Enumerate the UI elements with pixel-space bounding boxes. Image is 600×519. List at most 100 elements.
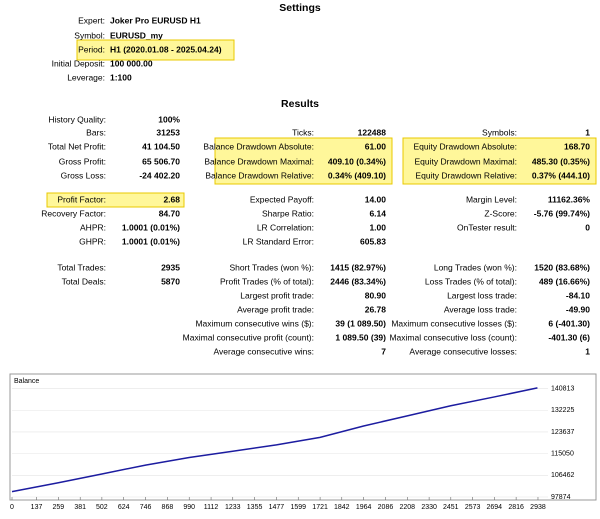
result-label: Maximal consecutive profit (count): xyxy=(183,332,314,342)
section-title: Results xyxy=(281,98,319,110)
highlight xyxy=(76,39,235,61)
result-value: 14.00 xyxy=(365,194,387,204)
result-value: 409.10 (0.34%) xyxy=(328,156,386,166)
result-label: Average consecutive losses: xyxy=(409,346,517,356)
result-label: Total Trades: xyxy=(57,262,106,272)
result-value: 489 (16.66%) xyxy=(539,276,590,286)
x-tick-label: 2330 xyxy=(421,504,437,511)
result-label: Sharpe Ratio: xyxy=(262,208,314,218)
x-tick-label: 259 xyxy=(53,504,65,511)
result-value: -49.90 xyxy=(566,304,590,314)
y-tick-label: 106462 xyxy=(551,472,574,479)
x-tick-label: 624 xyxy=(118,504,130,511)
x-tick-label: 2208 xyxy=(399,504,415,511)
result-value: 1415 (82.97%) xyxy=(330,262,386,272)
result-label: GHPR: xyxy=(79,236,106,246)
result-label: Total Deals: xyxy=(62,276,106,286)
result-label: Short Trades (won %): xyxy=(229,262,314,272)
x-tick-label: 1721 xyxy=(312,504,328,511)
x-tick-label: 990 xyxy=(183,504,195,511)
result-value: 6 (-401.30) xyxy=(548,318,590,328)
x-tick-label: 2816 xyxy=(508,504,524,511)
result-value: 31253 xyxy=(156,127,180,137)
x-tick-label: 381 xyxy=(74,504,86,511)
result-value: 61.00 xyxy=(365,141,387,151)
y-tick-label: 97874 xyxy=(551,494,571,501)
result-value: 2.68 xyxy=(163,194,180,204)
x-tick-label: 2938 xyxy=(530,504,546,511)
result-label: Average consecutive wins: xyxy=(214,346,314,356)
result-value: -401.30 (6) xyxy=(548,332,590,342)
result-value: -5.76 (99.74%) xyxy=(534,208,590,218)
result-label: Total Net Profit: xyxy=(48,141,106,151)
setting-value: EURUSD_my xyxy=(110,30,163,40)
result-label: Long Trades (won %): xyxy=(434,262,517,272)
result-label: LR Correlation: xyxy=(257,222,314,232)
result-label: Maximal consecutive loss (count): xyxy=(389,332,517,342)
setting-value: H1 (2020.01.08 - 2025.04.24) xyxy=(110,44,222,54)
result-value: 41 104.50 xyxy=(142,141,180,151)
x-tick-label: 0 xyxy=(10,504,14,511)
y-tick-label: 140813 xyxy=(551,385,574,392)
result-label: Balance Drawdown Maximal: xyxy=(204,156,314,166)
result-value: 1 xyxy=(585,127,590,137)
result-label: Profit Factor: xyxy=(57,194,106,204)
setting-label: Initial Deposit: xyxy=(52,58,105,68)
result-value: 7 xyxy=(381,346,386,356)
result-label: Gross Loss: xyxy=(61,170,106,180)
setting-value: 100 000.00 xyxy=(110,58,153,68)
result-label: Profit Trades (% of total): xyxy=(220,276,314,286)
x-tick-label: 502 xyxy=(96,504,108,511)
result-value: 168.70 xyxy=(564,141,590,151)
highlight xyxy=(214,137,393,185)
result-label: AHPR: xyxy=(80,222,106,232)
result-value: 122488 xyxy=(358,127,387,137)
result-value: 100% xyxy=(158,114,180,124)
result-label: OnTester result: xyxy=(457,222,517,232)
result-value: 2935 xyxy=(161,262,180,272)
result-label: Average loss trade: xyxy=(444,304,517,314)
result-value: 1 xyxy=(585,346,590,356)
result-label: Balance Drawdown Relative: xyxy=(205,170,314,180)
x-tick-label: 1842 xyxy=(334,504,350,511)
result-label: Maximum consecutive losses ($): xyxy=(391,318,517,328)
x-tick-label: 1355 xyxy=(247,504,263,511)
x-tick-label: 868 xyxy=(162,504,174,511)
result-value: 80.90 xyxy=(365,290,387,300)
result-value: 0 xyxy=(585,222,590,232)
result-label: Symbols: xyxy=(482,127,517,137)
result-value: 0.34% (409.10) xyxy=(328,170,386,180)
result-label: Expected Payoff: xyxy=(250,194,314,204)
result-value: 0.37% (444.10) xyxy=(532,170,590,180)
result-value: 485.30 (0.35%) xyxy=(532,156,590,166)
result-label: Average profit trade: xyxy=(237,304,314,314)
x-tick-label: 2451 xyxy=(443,504,459,511)
result-label: Gross Profit: xyxy=(59,156,106,166)
result-label: Z-Score: xyxy=(484,208,517,218)
result-value: 65 506.70 xyxy=(142,156,180,166)
x-tick-label: 746 xyxy=(140,504,152,511)
x-tick-label: 2086 xyxy=(378,504,394,511)
result-label: Ticks: xyxy=(292,127,314,137)
result-value: 1520 (83.68%) xyxy=(534,262,590,272)
x-tick-label: 2573 xyxy=(465,504,481,511)
result-label: LR Standard Error: xyxy=(243,236,314,246)
result-label: History Quality: xyxy=(48,114,106,124)
result-value: 2446 (83.34%) xyxy=(330,276,386,286)
x-tick-label: 1964 xyxy=(356,504,372,511)
x-tick-label: 2694 xyxy=(487,504,503,511)
result-value: 605.83 xyxy=(360,236,386,246)
result-label: Recovery Factor: xyxy=(41,208,106,218)
section-title: Settings xyxy=(279,2,321,14)
highlight xyxy=(402,137,597,185)
y-tick-label: 115050 xyxy=(551,450,574,457)
chart-frame xyxy=(9,373,597,501)
result-value: -84.10 xyxy=(566,290,590,300)
result-value: 1.0001 (0.01%) xyxy=(122,222,180,232)
x-tick-label: 137 xyxy=(31,504,43,511)
result-value: 6.14 xyxy=(369,208,386,218)
setting-label: Symbol: xyxy=(74,30,105,40)
x-tick-label: 1477 xyxy=(269,504,285,511)
